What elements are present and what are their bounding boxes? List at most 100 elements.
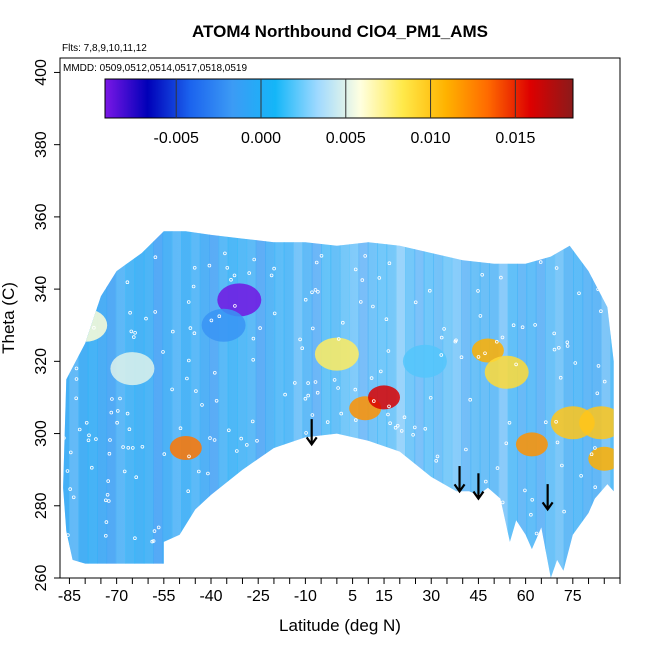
observation-point [364,444,369,449]
observation-point [306,393,311,398]
colorbar-tick-label: -0.005 [154,130,199,147]
field-feature-8 [515,432,548,457]
field-band [405,231,416,578]
observation-point [319,254,324,258]
observation-point [187,454,191,459]
field-band [106,231,117,578]
field-band [601,231,612,578]
observation-point [247,271,252,275]
observation-point [391,498,396,503]
y-tick-label: 320 [33,348,50,375]
observation-point [412,425,417,430]
observation-point [213,370,217,375]
plot-area [63,231,614,578]
observation-point [504,441,509,446]
observation-point [453,339,458,344]
field-feature-7 [484,355,529,389]
x-tick-label: -85 [58,588,81,605]
observation-point [313,380,318,384]
observation-point [602,379,607,384]
observation-point [371,304,375,309]
observation-point [333,513,337,517]
observation-point [107,451,112,456]
y-axis-label: Theta (C) [0,282,18,354]
observation-point [402,415,407,420]
observation-point [125,411,130,416]
observation-point [284,508,288,513]
observation-point [225,265,230,270]
observation-point [589,452,594,457]
observation-point [108,438,112,442]
observation-point [500,500,505,505]
observation-point [133,536,137,540]
observation-point [153,255,158,260]
field-band [395,231,406,578]
observation-point [358,459,363,464]
observation-point [483,479,488,484]
observation-point [258,326,262,330]
observation-point [552,331,556,336]
data-field [63,231,614,578]
observation-point [369,376,374,380]
observation-point [560,463,564,468]
observation-point [573,361,578,365]
colorbar-tick-label: 0.015 [495,130,535,147]
observation-point [552,347,557,352]
observation-point [399,429,404,433]
observation-point [250,419,255,424]
field-band [423,231,434,578]
observation-point [476,289,480,293]
chart-title: ATOM4 Northbound ClO4_PM1_AMS [192,22,488,41]
observation-point [337,472,342,476]
observation-point [87,433,91,438]
x-axis: -85 -70 -55 -40 -25 -10 5 15 30 45 60 75 [58,578,621,605]
observation-point [384,317,389,322]
observation-point [424,537,429,542]
field-band [199,231,210,578]
observation-point [339,411,344,416]
field-band [535,231,546,578]
observation-point [151,539,156,543]
observation-point [104,498,108,503]
observation-point [129,329,134,334]
colorbar: -0.005 0.000 0.005 0.010 0.015 [104,78,574,147]
observation-point [439,335,444,340]
observation-point [507,420,512,425]
observation-point [105,492,110,497]
observation-point [283,392,287,397]
observation-point [310,413,315,417]
observation-point [94,437,98,441]
observation-point [405,511,409,516]
observation-point [121,445,125,449]
observation-point [104,533,108,538]
observation-point [237,494,242,498]
observation-point [305,515,309,519]
observation-point [74,396,78,401]
field-band [414,231,425,578]
observation-point [251,473,256,477]
field-feature-2 [169,436,202,460]
observation-point [556,345,561,350]
observation-point [272,266,276,271]
x-tick-label: -40 [199,588,222,605]
observation-point [423,426,428,431]
field-band [582,231,593,578]
observation-point [482,520,486,525]
observation-point [272,311,277,316]
plot-frame [59,57,621,579]
observation-point [102,286,106,290]
field-band [78,231,89,578]
observation-point [293,475,297,479]
field-band [367,231,378,578]
y-tick-label: 360 [33,203,50,230]
observation-point [200,403,204,407]
arrow-marker [453,466,466,494]
observation-point [239,436,244,441]
observation-point [69,450,73,455]
observation-point [555,440,560,445]
arrow-marker [472,473,485,501]
field-band [190,231,201,578]
y-axis: 260 280 300 320 340 360 380 400 [33,59,60,591]
observation-point [577,291,581,296]
arrow-markers [305,419,554,512]
